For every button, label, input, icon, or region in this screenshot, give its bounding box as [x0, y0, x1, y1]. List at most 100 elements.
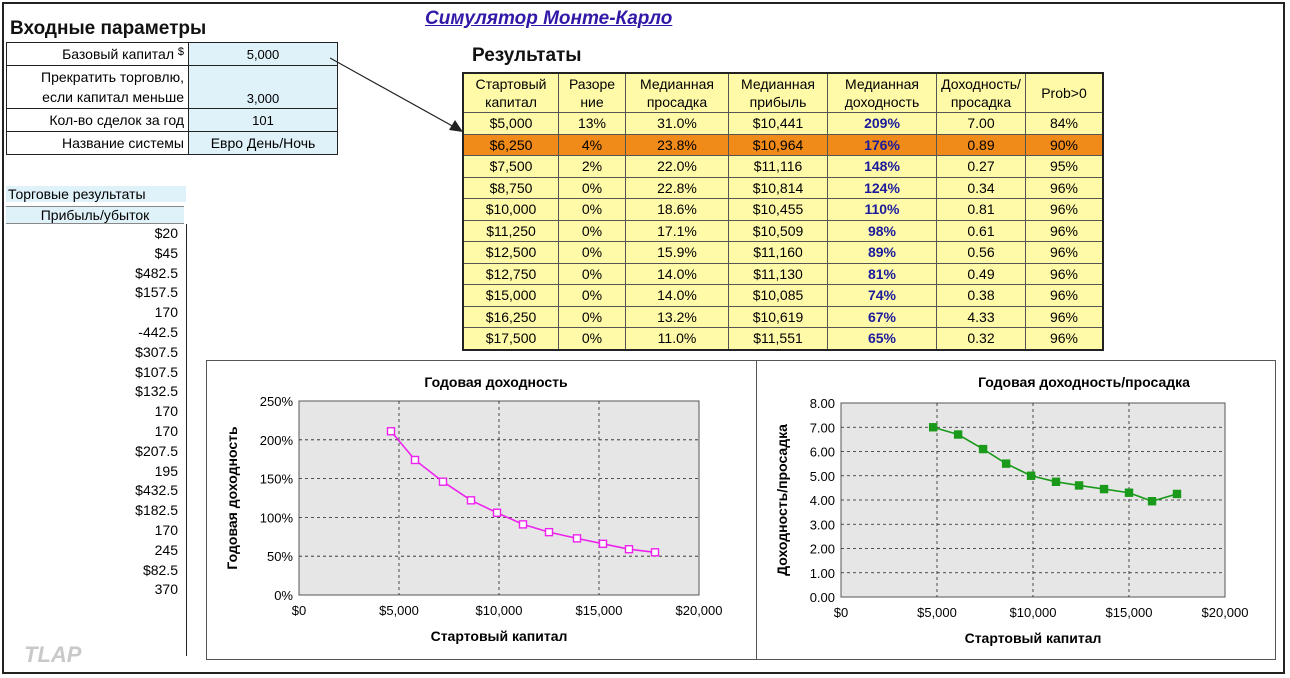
base-capital-label: Базовый капитал $	[6, 42, 189, 66]
app-title-link[interactable]: Симулятор Монте-Карло	[425, 8, 673, 29]
pnl-value: $432.5	[135, 482, 178, 499]
results-cell: $6,250	[462, 133, 559, 156]
results-cell: $10,509	[728, 219, 828, 242]
results-cell: $11,551	[728, 327, 828, 350]
results-cell: 0%	[558, 219, 626, 242]
y-tick-label: 150%	[260, 472, 294, 487]
data-point	[386, 427, 396, 436]
header-line: Медианная	[845, 76, 919, 92]
data-point	[1074, 481, 1084, 490]
stop-threshold-input[interactable]: 3,000	[188, 65, 338, 109]
results-cell: 13.2%	[625, 305, 729, 328]
results-cell: 98%	[827, 219, 937, 242]
pnl-value: 170	[154, 521, 178, 538]
pnl-value: $307.5	[135, 343, 178, 360]
results-row: $11,250 0% 17.1% $10,509 98% 0.61 96%	[462, 219, 1104, 242]
results-cell: $11,130	[728, 262, 828, 285]
x-tick-label: $5,000	[917, 605, 957, 620]
data-point	[572, 534, 582, 543]
results-row: $17,500 0% 11.0% $11,551 65% 0.32 96%	[462, 327, 1104, 350]
input-params-table: Базовый капитал $ 5,000 Прекратить торго…	[6, 42, 338, 155]
results-column-header: Разоре ние	[558, 72, 626, 113]
results-row: $10,000 0% 18.6% $10,455 110% 0.81 96%	[462, 198, 1104, 221]
header-line: просадка	[646, 94, 708, 110]
data-point	[518, 520, 528, 529]
results-cell: 176%	[827, 133, 937, 156]
pnl-value: 170	[154, 403, 178, 420]
results-cell: $15,000	[462, 284, 559, 307]
y-tick-label: 200%	[260, 433, 294, 448]
data-point	[928, 423, 938, 432]
results-cell: $11,160	[728, 241, 828, 264]
y-tick-label: 8.00	[810, 396, 835, 411]
header-line: просадка	[950, 94, 1012, 110]
header-line: ние	[580, 94, 604, 110]
y-tick-label: 1.00	[810, 566, 835, 581]
results-cell: 0%	[558, 262, 626, 285]
data-point	[1026, 471, 1036, 480]
base-capital-input[interactable]: 5,000	[188, 42, 338, 66]
x-axis-label: Стартовый капитал	[965, 630, 1102, 646]
results-cell: 124%	[827, 176, 937, 199]
pnl-value: 245	[154, 541, 178, 558]
results-cell: 0.38	[936, 284, 1026, 307]
pnl-header: Прибыль/убыток	[6, 206, 184, 224]
results-row: $8,750 0% 22.8% $10,814 124% 0.34 96%	[462, 176, 1104, 199]
system-name-label: Название системы	[6, 131, 189, 155]
data-point	[650, 548, 660, 557]
data-point	[466, 496, 476, 505]
inputs-title: Входные параметры	[10, 18, 207, 39]
pnl-value: $107.5	[135, 363, 178, 380]
x-tick-label: $15,000	[1106, 605, 1153, 620]
results-cell: $12,500	[462, 241, 559, 264]
results-cell: 0%	[558, 284, 626, 307]
results-cell: 89%	[827, 241, 937, 264]
pnl-value: $82.5	[142, 561, 178, 578]
results-cell: 4%	[558, 133, 626, 156]
results-cell: 0.34	[936, 176, 1026, 199]
pnl-value: $132.5	[135, 383, 178, 400]
results-cell: $10,085	[728, 284, 828, 307]
results-title: Результаты	[472, 45, 582, 66]
results-cell: 96%	[1025, 241, 1104, 264]
link-arrow	[330, 57, 463, 132]
results-cell: 0.32	[936, 327, 1026, 350]
y-axis-label: Доходность/просадка	[774, 424, 790, 576]
y-tick-label: 5.00	[810, 469, 835, 484]
pnl-value: 170	[154, 422, 178, 439]
header-line: доходность	[844, 94, 920, 110]
results-cell: 11.0%	[625, 327, 729, 350]
results-cell: 96%	[1025, 327, 1104, 350]
data-point	[1051, 477, 1061, 487]
results-cell: 0%	[558, 176, 626, 199]
pnl-value: $20	[154, 225, 178, 241]
data-point	[598, 539, 608, 548]
trades-per-year-input[interactable]: 101	[188, 108, 338, 132]
results-row: $5,000 13% 31.0% $10,441 209% 7.00 84%	[462, 112, 1104, 135]
results-cell: 31.0%	[625, 112, 729, 135]
pnl-value: $157.5	[135, 284, 178, 301]
results-cell: 2%	[558, 155, 626, 178]
results-row: $15,000 0% 14.0% $10,085 74% 0.38 96%	[462, 284, 1104, 307]
data-point	[438, 477, 448, 486]
data-point	[544, 527, 554, 537]
results-column-header: Медианная прибыль	[728, 72, 828, 113]
data-point	[978, 444, 988, 454]
results-cell: 0.27	[936, 155, 1026, 178]
trade-results-header: Торговые результаты	[6, 186, 186, 202]
x-tick-label: $20,000	[676, 603, 723, 618]
data-point	[1124, 488, 1134, 497]
y-tick-label: 7.00	[810, 420, 835, 435]
header-line: Стартовый	[475, 76, 547, 92]
system-name-input[interactable]: Евро День/Ночь	[188, 131, 338, 155]
pnl-value: 170	[154, 304, 178, 321]
results-cell: $11,250	[462, 219, 559, 242]
results-cell: 0%	[558, 241, 626, 264]
data-point	[1172, 489, 1182, 499]
y-tick-label: 0%	[274, 588, 293, 603]
results-cell: $10,441	[728, 112, 828, 135]
results-cell: 96%	[1025, 219, 1104, 242]
results-cell: 0.89	[936, 133, 1026, 156]
pnl-value: $182.5	[135, 502, 178, 519]
chart-title: Годовая доходность/просадка	[978, 374, 1190, 390]
